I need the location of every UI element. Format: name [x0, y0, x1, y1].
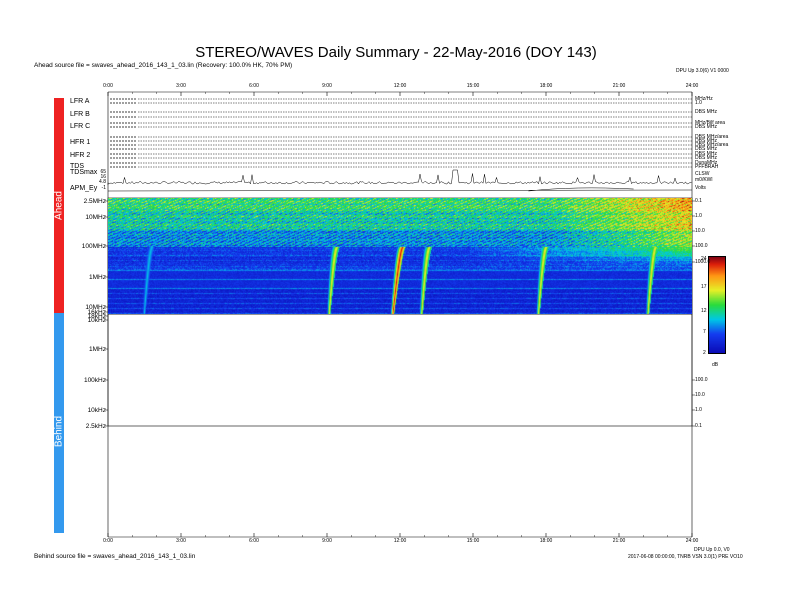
panel-right-label: DBS MHz [695, 138, 717, 144]
panel-label: LFR A [70, 98, 90, 105]
panel-right-label: DBS MHz/area [695, 134, 729, 140]
panel-right-label: DunaMHz [695, 160, 718, 166]
behind-right-scale: 1.0 [695, 407, 702, 413]
panel-label: APM_Ey [70, 185, 98, 192]
panel-right-label: DBS MHz [695, 146, 717, 152]
colorbar-tick: 24 [701, 256, 707, 262]
ahead-freq-label: 10MHz [85, 214, 106, 221]
panel-label: LFR C [70, 123, 91, 130]
ahead-freq-label: 2.5MHz [83, 198, 106, 205]
behind-right-scale: 10.0 [695, 392, 705, 398]
panel-right-label: MHz/Bilf area [695, 120, 726, 126]
ahead-right-scale: 0.1 [695, 198, 702, 204]
time-tick-label-top: 3:00 [176, 83, 186, 89]
colorbar [708, 256, 726, 354]
ahead-spectrogram [108, 198, 692, 314]
colorbar-unit: dB [712, 362, 719, 368]
behind-sidebar [54, 313, 64, 533]
version-top-text: DPU Up 3.0(6) V1 0000 [676, 68, 729, 74]
time-tick-label-top: 6:00 [249, 83, 259, 89]
panel-label: TDS [70, 163, 84, 170]
time-tick-label-top: 15:00 [466, 83, 480, 89]
bottom-time-axis [107, 533, 693, 538]
behind-right-scale: 0.1 [695, 423, 702, 429]
ahead-right-scale: 1000.0 [695, 259, 711, 265]
ahead-freq-label: 1MHz [89, 274, 106, 281]
time-tick-label-bottom: 3:00 [176, 538, 186, 544]
tds-scale-label: -1 [101, 184, 106, 191]
panel-right-label: DBS MHz [695, 124, 717, 130]
ahead-freq-label: 10kHz [87, 317, 106, 324]
panel-right-label: PFFBRAH [695, 164, 719, 170]
time-tick-label-bottom: 15:00 [466, 538, 480, 544]
tds-scale-label: 16 [100, 174, 106, 181]
panel-right-label: DBS MHz [695, 155, 717, 161]
tdsmax-trace [107, 169, 692, 185]
panel-label: TDSmax [70, 169, 98, 176]
time-tick-label-bottom: 18:00 [539, 538, 553, 544]
panel-right-label: DBS MHz/area [695, 142, 729, 148]
ahead-source-text: Ahead source file = swaves_ahead_2016_14… [34, 62, 293, 69]
ahead-freq-label: 10MHz [85, 304, 106, 311]
ahead-right-scale: 100.0 [695, 243, 708, 249]
behind-source-text: Behind source file = swaves_ahead_2016_1… [34, 553, 196, 560]
ahead-freq-label: 16kHz [87, 309, 106, 316]
ahead-sidebar [54, 98, 64, 313]
panel-right-label: Volts [695, 185, 706, 191]
apm-trace-bump [528, 187, 634, 192]
ahead-freq-label: 18kHz [87, 313, 106, 320]
time-tick-label-bottom: 6:00 [249, 538, 259, 544]
tds-scale-label: 4.8 [99, 179, 106, 186]
version-bottom-2: 2017-06-08 00:00:00, TNRB VSN 3.0(1) PRE… [628, 554, 743, 560]
behind-panel-frame [107, 313, 693, 427]
behind-freq-label: 2.5kHz [85, 423, 106, 430]
colorbar-tick: 17 [701, 284, 707, 290]
panel-right-label: CLSW [695, 171, 710, 177]
behind-freq-label: 100kHz [83, 377, 106, 384]
time-tick-label-top: 21:00 [612, 83, 626, 89]
panel-label: HFR 1 [70, 139, 91, 146]
ahead-right-scale: 1.0 [695, 213, 702, 219]
time-tick-label-bottom: 21:00 [612, 538, 626, 544]
top-time-axis [107, 91, 693, 537]
panel-right-label: DBS MHz [695, 151, 717, 157]
time-tick-label-bottom: 0:00 [103, 538, 113, 544]
instrument-panels [107, 98, 693, 192]
time-tick-label-top: 18:00 [539, 83, 553, 89]
frequency-axis-left [105, 200, 108, 427]
time-tick-label-top: 24:00 [685, 83, 699, 89]
colorbar-tick: 7 [703, 329, 706, 335]
apm-trace [107, 189, 693, 192]
time-tick-label-bottom: 9:00 [322, 538, 332, 544]
time-tick-label-top: 12:00 [393, 83, 407, 89]
panel-right-label: m0/KWl [695, 177, 713, 183]
panel-label: HFR 2 [70, 152, 91, 159]
panel-right-label: MHz/Hz [695, 96, 713, 102]
chart-title: STEREO/WAVES Daily Summary - 22-May-2016… [195, 44, 597, 61]
time-tick-label-top: 0:00 [103, 83, 113, 89]
ahead-freq-label: 100MHz [81, 243, 106, 250]
behind-freq-label: 10kHz [87, 407, 106, 414]
behind-right-scale: 100.0 [695, 377, 708, 383]
ahead-right-scale: 10.0 [695, 228, 705, 234]
panel-right-label: DBS MHz [695, 109, 717, 115]
version-bottom-1: DPU Up 0.0, V0 [694, 547, 730, 553]
time-tick-label-bottom: 12:00 [393, 538, 407, 544]
colorbar-tick: 2 [703, 350, 706, 356]
time-tick-label-top: 9:00 [322, 83, 332, 89]
frequency-axis-right [692, 200, 695, 427]
panel-label: LFR B [70, 111, 90, 118]
colorbar-tick: 12 [701, 308, 707, 314]
time-tick-label-bottom: 24:00 [685, 538, 699, 544]
tds-scale-label: 65 [100, 169, 106, 175]
panel-right-label: 1.0 [695, 100, 702, 106]
colorbar-frame [708, 256, 726, 354]
behind-freq-label: 1MHz [89, 346, 106, 353]
